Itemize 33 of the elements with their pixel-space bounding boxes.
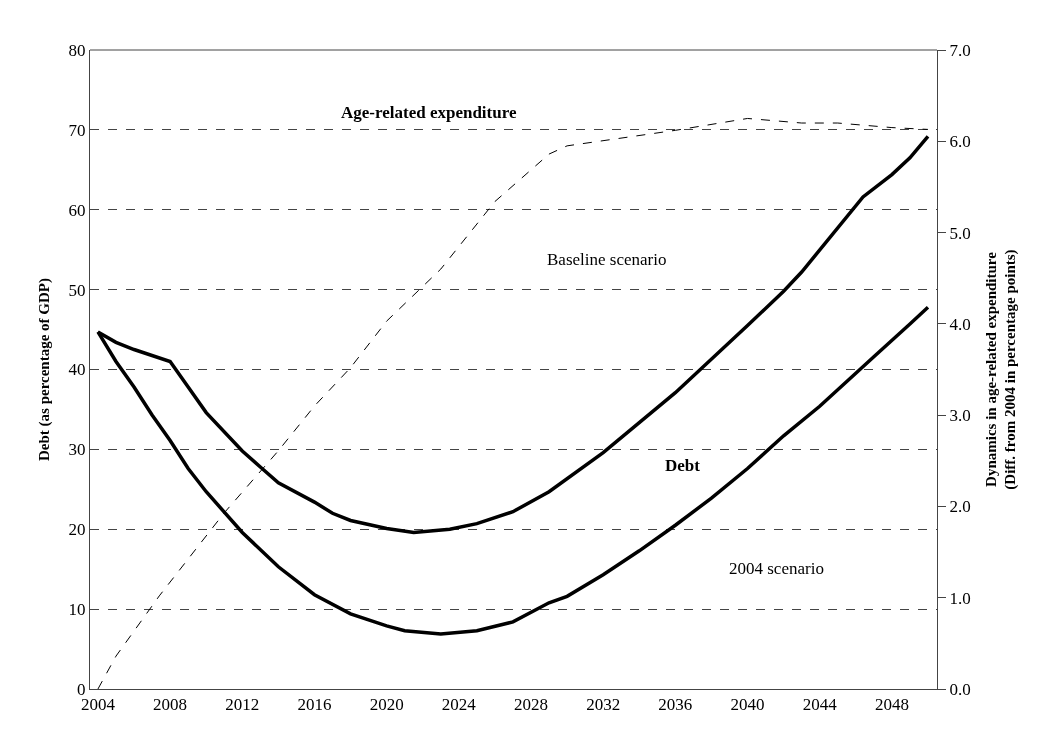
annotation: Debt	[665, 456, 701, 475]
x-tick-label: 2036	[658, 695, 693, 715]
y-tick-label: 70	[68, 120, 86, 140]
x-tick-label: 2008	[153, 695, 188, 715]
y-tick-label: 20	[68, 520, 86, 540]
y-tick-label: 40	[68, 360, 86, 380]
y-tick-label: 30	[68, 440, 86, 460]
annotation: Age-related expenditure	[341, 103, 517, 122]
y-tick-label: 50	[68, 280, 86, 300]
y2-tick-label: 1.0	[949, 588, 971, 608]
x-tick-label: 2028	[514, 695, 548, 715]
x-tick-label: 2012	[225, 695, 260, 715]
y-tick-label: 80	[68, 40, 86, 60]
x-tick-label: 2024	[441, 695, 477, 715]
x-tick-label: 2016	[297, 695, 332, 715]
y-axis-title: Debt (as percentage of GDP)	[35, 277, 53, 462]
y2-tick-label: 2.0	[949, 497, 971, 517]
x-tick-label: 2040	[730, 695, 765, 715]
x-tick-label: 2044	[802, 695, 838, 715]
y2-tick-label: 4.0	[949, 314, 971, 334]
y2-axis-title: Dynamics in age-related expenditure (Diff. from 2004 in percentage points)	[982, 249, 1020, 490]
annotation: Baseline scenario	[547, 250, 667, 269]
y2-tick-label: 7.0	[949, 40, 971, 60]
y-tick-label: 10	[68, 600, 86, 620]
y2-tick-label: 5.0	[949, 223, 971, 243]
y2-tick-label: 6.0	[949, 132, 971, 152]
annotation: 2004 scenario	[729, 559, 824, 578]
y2-tick-label: 3.0	[949, 406, 971, 426]
y-tick-label: 60	[68, 200, 86, 220]
y2-tick-label: 0.0	[949, 679, 971, 699]
x-tick-label: 2048	[874, 695, 909, 715]
x-tick-label: 2032	[586, 695, 621, 715]
x-tick-label: 2020	[369, 695, 404, 715]
